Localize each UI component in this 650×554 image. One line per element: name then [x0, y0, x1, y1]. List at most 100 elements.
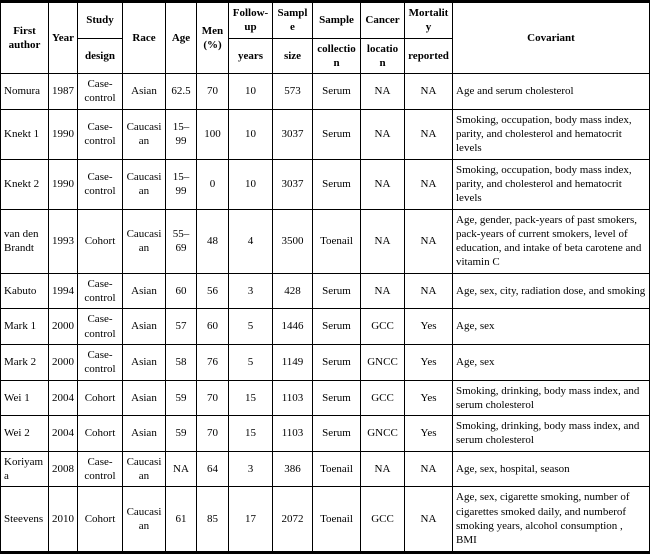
cell-sample-size: 1103: [272, 415, 313, 452]
cell-sample-size: 386: [272, 450, 313, 488]
cell-age: NA: [165, 450, 197, 488]
cell-sample-collection: Toenail: [312, 208, 361, 274]
cell-cancer-location: NA: [360, 450, 405, 488]
cell-first-author: van den Brandt: [0, 208, 49, 274]
cell-mortality-reported: NA: [404, 486, 453, 553]
col-subheader-study-design: design: [77, 37, 123, 75]
col-header-year: Year: [48, 0, 78, 75]
cell-followup-years: 15: [228, 379, 273, 417]
cell-first-author: Wei 2: [0, 415, 49, 452]
cell-covariant: Age and serum cholesterol: [452, 73, 650, 110]
cell-first-author: Steevens: [0, 486, 49, 553]
cell-study-design: Case-control: [77, 343, 123, 381]
cell-race: Asian: [122, 415, 166, 452]
cell-men-pct: 0: [196, 158, 229, 210]
cell-covariant: Age, sex, city, radiation dose, and smok…: [452, 272, 650, 310]
cell-race: Caucasian: [122, 450, 166, 488]
cell-year: 2004: [48, 379, 78, 417]
cell-first-author: Nomura: [0, 73, 49, 110]
cell-race: Caucasian: [122, 486, 166, 553]
cell-year: 2008: [48, 450, 78, 488]
cell-mortality-reported: NA: [404, 108, 453, 160]
cell-age: 55–69: [165, 208, 197, 274]
table-body: Nomura 1987 Case-control Asian 62.5 70 10 573 Se…: [0, 73, 650, 553]
cell-first-author: Knekt 2: [0, 158, 49, 210]
cell-followup-years: 17: [228, 486, 273, 553]
cell-men-pct: 70: [196, 73, 229, 110]
cell-age: 61: [165, 486, 197, 553]
table-row: Mark 2 2000 Case-control Asian 58 76 5 1149 Seru…: [0, 343, 650, 381]
cell-covariant: Smoking, drinking, body mass index, and …: [452, 415, 650, 452]
cell-sample-size: 1103: [272, 379, 313, 417]
cell-age: 59: [165, 415, 197, 452]
cell-sample-collection: Toenail: [312, 450, 361, 488]
col-header-men-pct: Men (%): [196, 0, 229, 75]
cell-race: Asian: [122, 343, 166, 381]
cell-race: Caucasian: [122, 108, 166, 160]
cell-men-pct: 76: [196, 343, 229, 381]
cell-study-design: Case-control: [77, 308, 123, 345]
cell-men-pct: 48: [196, 208, 229, 274]
cell-first-author: Knekt 1: [0, 108, 49, 160]
cell-mortality-reported: Yes: [404, 308, 453, 345]
cell-followup-years: 5: [228, 308, 273, 345]
cell-year: 2010: [48, 486, 78, 553]
cell-covariant: Smoking, occupation, body mass index, pa…: [452, 158, 650, 210]
cell-followup-years: 3: [228, 450, 273, 488]
cell-cancer-location: NA: [360, 108, 405, 160]
col-subheader-followup-years: years: [228, 37, 273, 75]
cell-age: 15–99: [165, 108, 197, 160]
cell-age: 60: [165, 272, 197, 310]
cell-study-design: Case-control: [77, 272, 123, 310]
cell-study-design: Cohort: [77, 486, 123, 553]
cell-cancer-location: GNCC: [360, 415, 405, 452]
col-header-sample-size: Sample: [272, 1, 313, 39]
cell-study-design: Cohort: [77, 379, 123, 417]
cell-study-design: Case-control: [77, 158, 123, 210]
cell-sample-collection: Serum: [312, 272, 361, 310]
cell-covariant: Age, sex, hospital, season: [452, 450, 650, 488]
col-header-cancer-location: Cancer: [360, 1, 405, 39]
cell-covariant: Smoking, drinking, body mass index, and …: [452, 379, 650, 417]
cell-men-pct: 85: [196, 486, 229, 553]
table-row: van den Brandt 1993 Cohort Caucasian 55–69 48…: [0, 208, 650, 274]
cell-year: 2004: [48, 415, 78, 452]
cell-covariant: Age, sex, cigarette smoking, number of c…: [452, 486, 650, 553]
cell-race: Caucasian: [122, 158, 166, 210]
col-header-mortality-reported: Mortality: [404, 1, 453, 39]
cell-mortality-reported: NA: [404, 208, 453, 274]
cell-mortality-reported: Yes: [404, 415, 453, 452]
col-header-study-design: Study: [77, 1, 123, 39]
cell-study-design: Case-control: [77, 73, 123, 110]
cell-followup-years: 10: [228, 73, 273, 110]
table-row: Mark 1 2000 Case-control Asian 57 60 5 1446 Seru…: [0, 308, 650, 345]
cell-first-author: Koriyama: [0, 450, 49, 488]
cell-age: 15–99: [165, 158, 197, 210]
cell-first-author: Wei 1: [0, 379, 49, 417]
cell-cancer-location: GNCC: [360, 343, 405, 381]
cell-followup-years: 10: [228, 158, 273, 210]
table-row: Koriyama 2008 Case-control Caucasian NA 64 3 38…: [0, 450, 650, 488]
cell-race: Asian: [122, 272, 166, 310]
cell-year: 1990: [48, 158, 78, 210]
col-subheader-sample-size: size: [272, 37, 313, 75]
col-subheader-mortality-reported: reported: [404, 37, 453, 75]
table-row: Wei 1 2004 Cohort Asian 59 70 15 1103 Serum GCC Ye…: [0, 379, 650, 417]
cell-sample-collection: Serum: [312, 308, 361, 345]
cell-covariant: Age, sex: [452, 308, 650, 345]
cell-sample-size: 573: [272, 73, 313, 110]
cell-mortality-reported: Yes: [404, 379, 453, 417]
col-header-sample-collection: Sample: [312, 1, 361, 39]
cell-cancer-location: NA: [360, 272, 405, 310]
cell-sample-size: 1149: [272, 343, 313, 381]
cell-sample-size: 1446: [272, 308, 313, 345]
cell-men-pct: 100: [196, 108, 229, 160]
cell-cancer-location: GCC: [360, 308, 405, 345]
cell-sample-size: 3037: [272, 158, 313, 210]
cell-year: 1994: [48, 272, 78, 310]
cell-year: 1990: [48, 108, 78, 160]
cell-sample-collection: Serum: [312, 343, 361, 381]
cell-mortality-reported: Yes: [404, 343, 453, 381]
